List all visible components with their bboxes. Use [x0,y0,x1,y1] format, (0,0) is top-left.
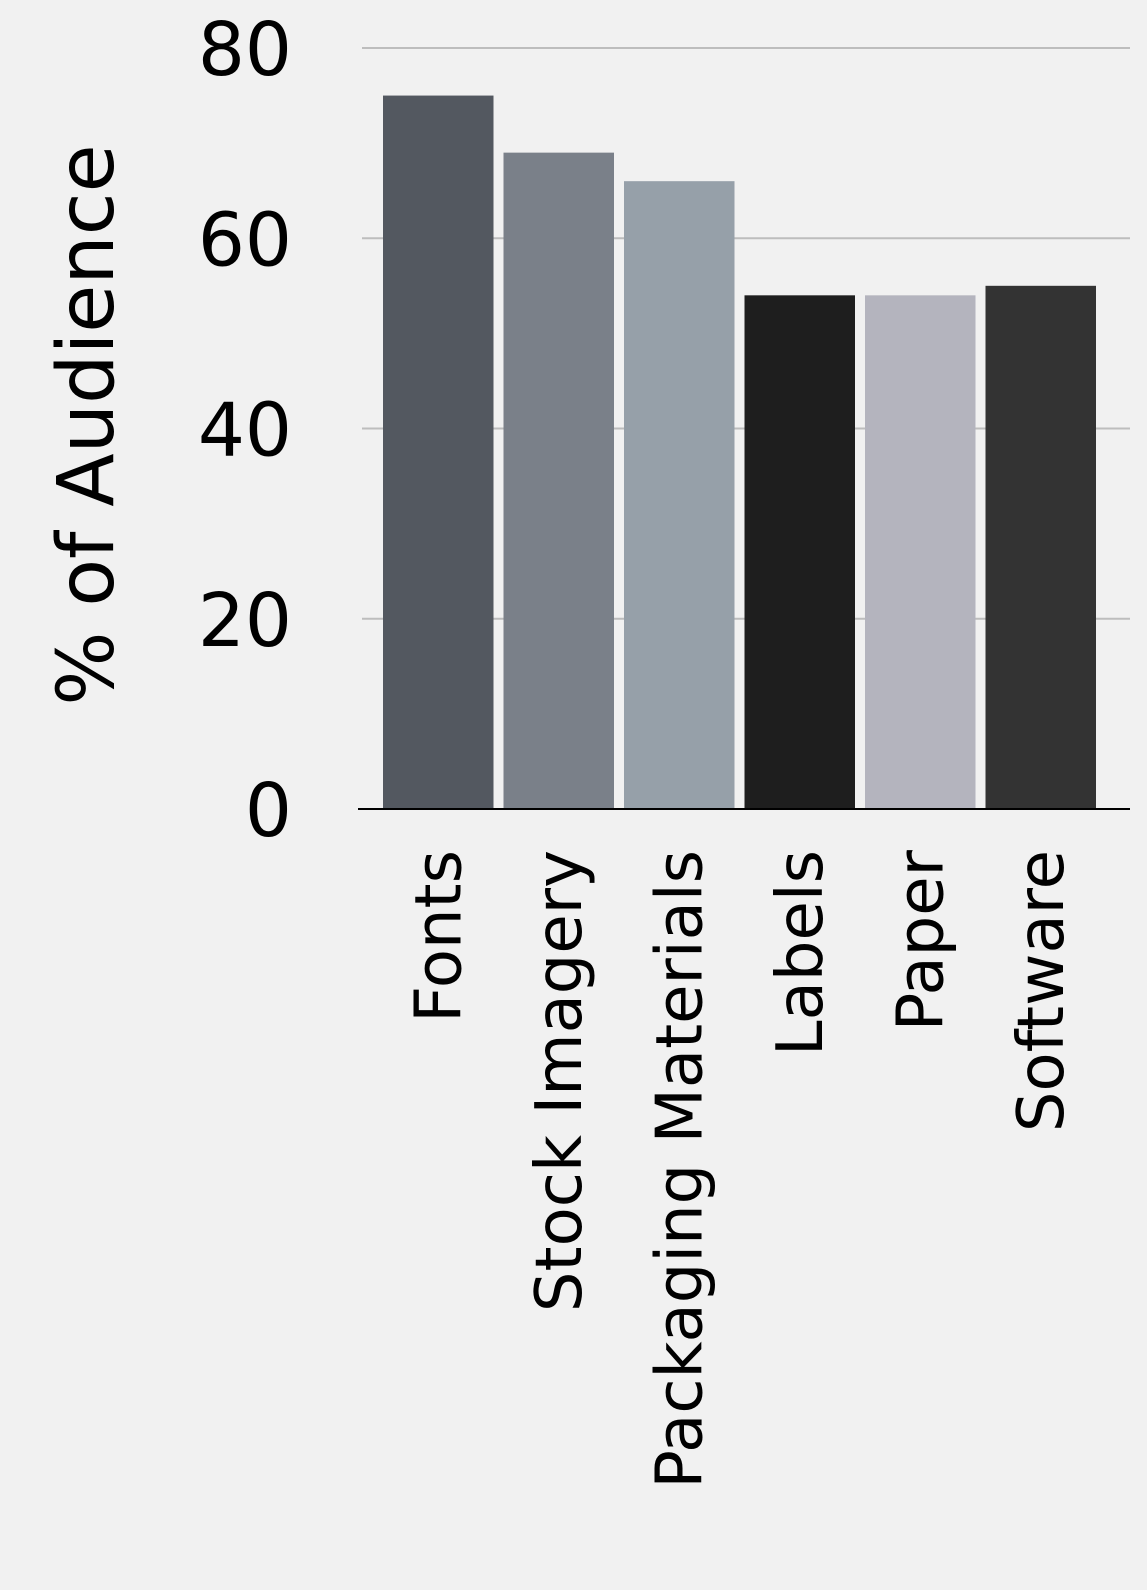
bar-fonts [383,95,494,809]
y-axis-title: % of Audience [42,144,132,705]
bar-labels [744,295,855,809]
x-category-label: Labels [764,850,838,1056]
bar-software [985,285,1096,809]
y-tick-label: 60 [198,197,292,283]
x-category-labels: Fonts Stock Imagery Packaging Materials Lab… [402,849,1079,1488]
x-category-label: Stock Imagery [523,850,597,1312]
x-category-label: Fonts [402,850,476,1023]
x-category-label: Paper [884,849,958,1031]
bar-stock-imagery [503,152,614,809]
y-tick-label: 20 [198,578,292,664]
bar-packaging-materials [624,181,735,810]
y-tick-label: 0 [245,768,292,854]
y-tick-label: 40 [198,388,292,474]
x-category-label: Packaging Materials [643,850,717,1489]
y-tick-label: 80 [198,7,292,93]
y-tick-labels: 0 20 40 60 80 [198,7,292,854]
x-category-label: Software [1005,850,1079,1132]
bars [383,95,1096,810]
bar-paper [865,295,976,809]
